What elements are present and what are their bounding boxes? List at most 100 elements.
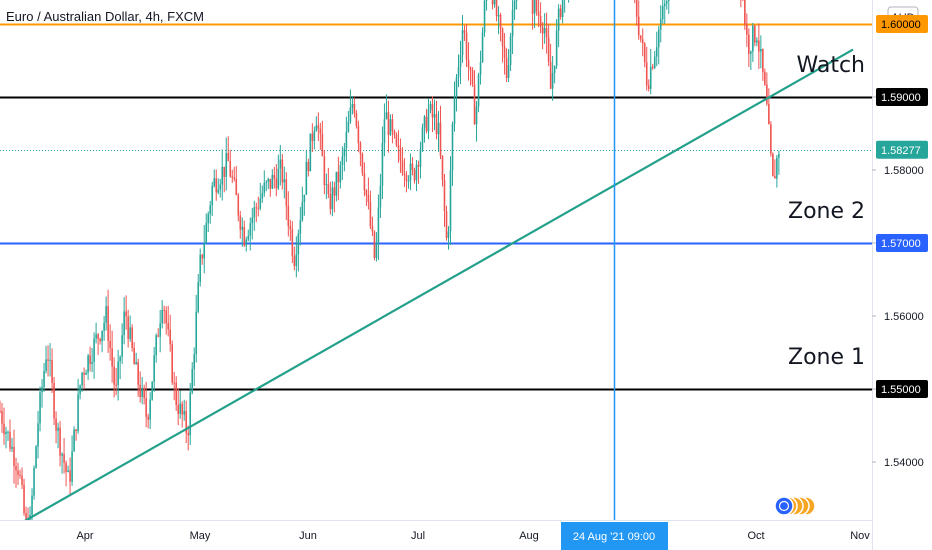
price-axis: AUD1.540001.550001.560001.570001.580001.… xyxy=(872,0,932,550)
candle-body xyxy=(107,306,109,341)
x-tick-label: May xyxy=(190,530,211,542)
candle-body xyxy=(97,334,99,339)
zone-label: Zone 2 xyxy=(788,199,865,224)
crosshair-time-tag xyxy=(561,522,668,550)
candle-body xyxy=(377,207,380,245)
candle-body xyxy=(515,0,518,1)
candle-body xyxy=(99,338,101,342)
candle-body xyxy=(165,310,167,324)
candle-body xyxy=(187,432,190,436)
candle-body xyxy=(485,0,488,1)
candle-body xyxy=(313,131,316,141)
candle-body xyxy=(305,161,308,195)
candle-body xyxy=(531,0,534,14)
candle-body xyxy=(748,34,750,54)
layers-widget-icon[interactable] xyxy=(774,496,816,516)
candle-body xyxy=(758,40,760,52)
candle-body xyxy=(768,103,770,125)
candle-body xyxy=(774,175,776,179)
candle-body xyxy=(367,195,370,203)
candle-body xyxy=(287,205,290,227)
candle-body xyxy=(461,30,464,56)
candle-body xyxy=(547,37,550,62)
candle-body xyxy=(333,187,336,196)
candle-body xyxy=(211,185,214,206)
candle-body xyxy=(471,70,474,85)
candle-body xyxy=(69,470,71,482)
candle-body xyxy=(153,355,155,382)
candle-body xyxy=(143,387,145,399)
candle-body xyxy=(421,127,424,150)
candle-body xyxy=(179,403,182,414)
candle-body xyxy=(241,226,244,230)
candle-body xyxy=(191,369,194,393)
candle-body xyxy=(363,173,366,191)
candle-body xyxy=(381,142,384,186)
candle-body xyxy=(365,190,368,196)
y-tick-label: 1.58000 xyxy=(884,165,924,177)
candle-body xyxy=(101,330,103,342)
price-tag: 1.57000 xyxy=(881,238,921,250)
candle-body xyxy=(653,56,656,68)
candle-body xyxy=(345,131,348,149)
candle-body xyxy=(21,475,23,485)
candle-body xyxy=(551,72,554,89)
candle-body xyxy=(263,182,266,194)
time-axis-background xyxy=(0,520,872,550)
candle-body xyxy=(329,193,332,210)
candle-body xyxy=(103,322,105,331)
candle-body xyxy=(209,205,212,215)
candle-body xyxy=(459,55,462,68)
candle-body xyxy=(73,429,75,452)
candle-body xyxy=(535,0,538,12)
candle-body xyxy=(245,239,248,246)
candle-body xyxy=(537,11,540,16)
price-tag-bg xyxy=(876,380,928,398)
candle-body xyxy=(41,387,43,393)
x-tick-label: Jul xyxy=(411,530,425,542)
candle-body xyxy=(766,84,768,104)
candle-body xyxy=(349,107,352,122)
candle-body xyxy=(55,418,57,431)
candle-body xyxy=(185,410,188,433)
candle-body xyxy=(643,43,646,63)
candle-body xyxy=(772,153,774,176)
candle-body xyxy=(255,207,258,209)
candle-body xyxy=(509,36,512,65)
candle-body xyxy=(115,384,117,386)
candle-body xyxy=(9,431,11,449)
candle-body xyxy=(43,371,45,388)
candle-body xyxy=(327,184,330,194)
candle-body xyxy=(437,122,440,135)
candle-body xyxy=(111,348,113,367)
candle-body xyxy=(251,217,254,224)
candle-body xyxy=(319,128,322,134)
candle-body xyxy=(665,1,668,4)
candle-body xyxy=(271,175,274,189)
candle-body xyxy=(7,431,9,433)
candle-body xyxy=(323,156,326,186)
candle-body xyxy=(455,77,458,97)
y-tick-label: 1.54000 xyxy=(884,457,924,469)
candle-body xyxy=(273,175,276,179)
candle-body xyxy=(95,334,97,339)
candle-body xyxy=(285,179,288,206)
candle-body xyxy=(321,133,324,157)
candle-body xyxy=(555,30,558,66)
candle-body xyxy=(269,178,272,189)
candle-body xyxy=(177,405,179,414)
time-axis: AprMayJunJulAugSepOctNov24 Aug '21 09:00 xyxy=(0,520,872,550)
candle-body xyxy=(93,338,95,362)
candle-body xyxy=(75,429,77,431)
candle-body xyxy=(441,155,444,181)
candle-body xyxy=(125,311,127,317)
candle-body xyxy=(744,0,746,25)
candle-body xyxy=(429,103,432,110)
candle-body xyxy=(511,10,514,37)
candle-body xyxy=(447,231,450,238)
candle-body xyxy=(383,119,386,143)
candle-body xyxy=(397,144,400,149)
candle-body xyxy=(171,344,173,383)
